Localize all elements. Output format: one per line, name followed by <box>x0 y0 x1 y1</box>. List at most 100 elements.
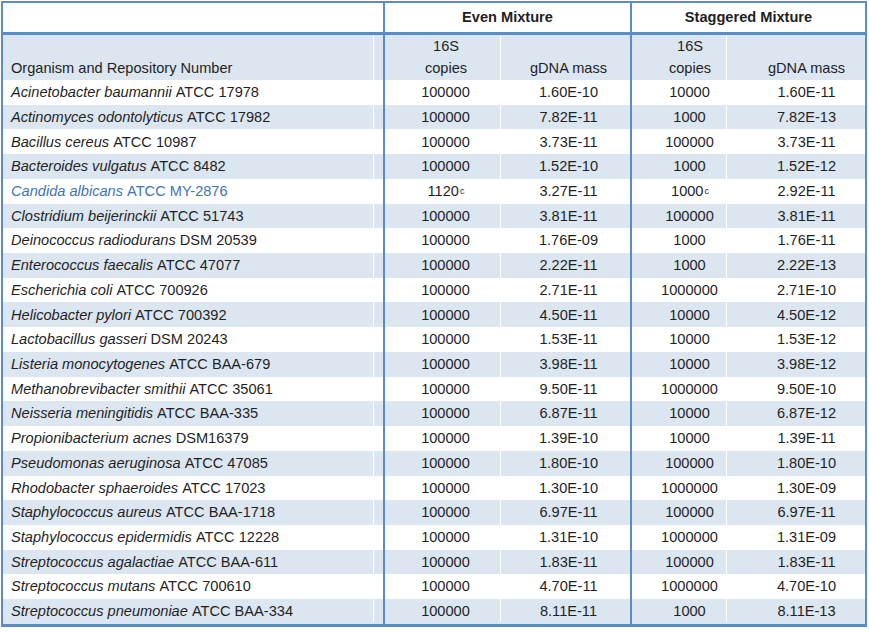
mock-community-table: Even Mixture Staggered Mixture 16S 16S O… <box>1 1 867 627</box>
staggered-gdna-mass-cell: 1.80E-10 <box>748 451 865 476</box>
even-gdna-mass-cell: 1.83E-11 <box>507 550 630 575</box>
repository-number: ATCC 47077 <box>157 258 240 273</box>
staggered-16s-copies-cell: 10000 <box>630 426 748 451</box>
repository-number: ATCC BAA-1718 <box>166 505 275 520</box>
table-row: Escherichia coli ATCC 700926100000 2.71E-… <box>3 278 865 303</box>
staggered-16s-copies-cell: 100000 <box>630 550 748 575</box>
staggered-gdna-mass-cell: 1.53E-12 <box>748 327 865 352</box>
organism-cell: Enterococcus faecalis ATCC 47077 <box>3 253 383 278</box>
even-gdna-mass-cell: 6.97E-11 <box>507 500 630 525</box>
even-16s-copies-cell: 100000 <box>383 599 507 624</box>
repository-number: DSM 20539 <box>180 233 257 248</box>
repository-number: DSM 20243 <box>151 332 228 347</box>
repository-number: ATCC 700392 <box>135 308 226 323</box>
organism-name: Neisseria meningitidis <box>11 406 153 421</box>
organism-name: Listeria monocytogenes <box>11 357 165 372</box>
repository-number: ATCC 8482 <box>151 159 226 174</box>
even-gdna-mass-cell: 3.98E-11 <box>507 352 630 377</box>
organism-cell: Candida albicans ATCC MY-2876 <box>3 179 383 204</box>
staggered-16s-copies-cell: 1000c <box>630 179 748 204</box>
repository-number: ATCC 17978 <box>176 85 259 100</box>
staggered-16s-copies-cell: 10000 <box>630 401 748 426</box>
repository-number: ATCC 700926 <box>116 283 207 298</box>
even-gdna-mass-cell: 4.70E-11 <box>507 574 630 599</box>
staggered-gdna-mass-cell: 2.71E-10 <box>748 278 865 303</box>
staggered-gdna-mass-cell: 9.50E-10 <box>748 377 865 402</box>
staggered-gdna-mass-cell: 1.76E-11 <box>748 228 865 253</box>
even-gdna-mass-cell: 9.50E-11 <box>507 377 630 402</box>
even-16s-copies-cell: 100000 <box>383 129 507 154</box>
even-gdna-mass-cell: 8.11E-11 <box>507 599 630 624</box>
repository-number: ATCC BAA-334 <box>192 604 293 619</box>
table-row: Streptococcus mutans ATCC 7006101000004.… <box>3 574 865 599</box>
organism-name: Clostridium beijerinckii <box>11 209 156 224</box>
even-16s-copies-cell: 100000 <box>383 302 507 327</box>
even-16s-copies-cell: 100000 <box>383 550 507 575</box>
organism-name: Acinetobacter baumannii <box>11 85 172 100</box>
even-16s-copies-cell: 100000 <box>383 204 507 229</box>
organism-name: Streptococcus pneumoniae <box>11 604 188 619</box>
organism-column-header: Organism and Repository Number <box>3 57 383 80</box>
organism-name: Staphylococcus aureus <box>11 505 162 520</box>
staggered-16s-copies-cell: 1000 <box>630 253 748 278</box>
staggered-gdna-mass-cell: 1.31E-09 <box>748 525 865 550</box>
organism-cell: Lactobacillus gasseri DSM 20243 <box>3 327 383 352</box>
even-16s-copies-cell: 100000 <box>383 352 507 377</box>
even-16s-copies-cell: 100000 <box>383 401 507 426</box>
repository-number: ATCC BAA-679 <box>169 357 270 372</box>
table-row: Bacteroides vulgatus ATCC 84821000001.52… <box>3 154 865 179</box>
even-16s-copies-cell: 100000 <box>383 476 507 501</box>
even-gdna-mass-cell: 1.76E-09 <box>507 228 630 253</box>
even-gdna-mass-cell: 3.73E-11 <box>507 129 630 154</box>
organism-cell: Acinetobacter baumannii ATCC 17978 <box>3 80 383 105</box>
organism-cell: Staphylococcus aureus ATCC BAA-1718 <box>3 500 383 525</box>
staggered-gdna-mass-cell: 6.97E-11 <box>748 500 865 525</box>
even-gdna-mass-cell: 3.81E-11 <box>507 204 630 229</box>
table-row: Acinetobacter baumannii ATCC 17978100000… <box>3 80 865 105</box>
staggered-16s-copies-cell: 100000 <box>630 500 748 525</box>
organism-cell: Propionibacterium acnes DSM16379 <box>3 426 383 451</box>
organism-name: Bacteroides vulgatus <box>11 159 146 174</box>
organism-name: Propionibacterium acnes <box>11 431 172 446</box>
repository-number: ATCC 17023 <box>182 481 265 496</box>
even-16s-copies-cell: 100000 <box>383 253 507 278</box>
table-row: Neisseria meningitidis ATCC BAA-335 10000… <box>3 401 865 426</box>
repository-number: ATCC MY-2876 <box>127 184 228 199</box>
staggered-16s-copies-cell: 100000 <box>630 204 748 229</box>
even-gdna-mass-cell: 1.31E-10 <box>507 525 630 550</box>
staggered-16s-copies-cell: 100000 <box>630 451 748 476</box>
organism-name: Candida albicans <box>11 184 123 199</box>
even-16s-label: 16S <box>383 35 507 57</box>
even-16s-copies-cell: 100000 <box>383 80 507 105</box>
staggered-16s-copies-cell: 10000 <box>630 80 748 105</box>
staggered-gdna-mass-cell: 3.98E-12 <box>748 352 865 377</box>
even-16s-copies-cell: 100000 <box>383 278 507 303</box>
organism-name: Pseudomonas aeruginosa <box>11 456 181 471</box>
staggered-16s-copies-cell: 1000 <box>630 105 748 130</box>
repository-number: ATCC BAA-335 <box>157 406 258 421</box>
staggered-gdna-mass-cell: 3.73E-11 <box>748 129 865 154</box>
repository-number: ATCC 10987 <box>113 135 196 150</box>
organism-cell: Clostridium beijerinckii ATCC 51743 <box>3 204 383 229</box>
table-row: Helicobacter pylori ATCC 7003921000004.5… <box>3 302 865 327</box>
even-gdna-mass-cell: 1.52E-10 <box>507 154 630 179</box>
even-gdna-mass-cell: 1.53E-11 <box>507 327 630 352</box>
table-body: Acinetobacter baumannii ATCC 17978100000… <box>3 80 865 624</box>
table-row: Staphylococcus aureus ATCC BAA-1718 10000… <box>3 500 865 525</box>
even-16s-copies-cell: 100000 <box>383 228 507 253</box>
organism-name: Streptococcus mutans <box>11 579 155 594</box>
organism-name: Deinococcus radiodurans <box>11 233 176 248</box>
even-16s-copies-cell: 100000 <box>383 377 507 402</box>
staggered-16s-copies-cell: 1000 <box>630 599 748 624</box>
organism-cell: Pseudomonas aeruginosa ATCC 47085 <box>3 451 383 476</box>
organism-cell: Escherichia coli ATCC 700926 <box>3 278 383 303</box>
organism-name: Lactobacillus gasseri <box>11 332 146 347</box>
table-row: Deinococcus radiodurans DSM 205391000001… <box>3 228 865 253</box>
staggered-gdna-mass-cell: 2.22E-13 <box>748 253 865 278</box>
table-row: Propionibacterium acnes DSM163791000001.… <box>3 426 865 451</box>
table-row: Listeria monocytogenes ATCC BAA-679 10000… <box>3 352 865 377</box>
staggered-copies-label: copies <box>630 57 748 80</box>
organism-name: Methanobrevibacter smithii <box>11 382 185 397</box>
staggered-gdna-mass-cell: 1.39E-11 <box>748 426 865 451</box>
staggered-gdna-mass-cell: 4.70E-10 <box>748 574 865 599</box>
